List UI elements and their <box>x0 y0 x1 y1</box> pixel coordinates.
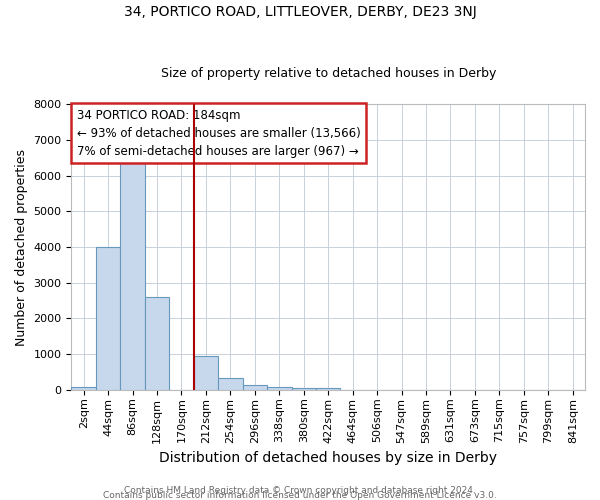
Bar <box>218 378 242 390</box>
Text: Contains public sector information licensed under the Open Government Licence v3: Contains public sector information licen… <box>103 491 497 500</box>
Bar <box>121 154 145 390</box>
Text: 34 PORTICO ROAD: 184sqm
← 93% of detached houses are smaller (13,566)
7% of semi: 34 PORTICO ROAD: 184sqm ← 93% of detache… <box>77 108 360 158</box>
Bar <box>292 388 316 390</box>
X-axis label: Distribution of detached houses by size in Derby: Distribution of detached houses by size … <box>159 451 497 465</box>
Bar <box>194 356 218 390</box>
Y-axis label: Number of detached properties: Number of detached properties <box>15 148 28 346</box>
Bar <box>267 387 292 390</box>
Bar <box>96 247 121 390</box>
Bar <box>316 388 340 390</box>
Bar <box>242 386 267 390</box>
Bar <box>71 387 96 390</box>
Title: Size of property relative to detached houses in Derby: Size of property relative to detached ho… <box>161 66 496 80</box>
Text: 34, PORTICO ROAD, LITTLEOVER, DERBY, DE23 3NJ: 34, PORTICO ROAD, LITTLEOVER, DERBY, DE2… <box>124 5 476 19</box>
Bar <box>145 297 169 390</box>
Text: Contains HM Land Registry data © Crown copyright and database right 2024.: Contains HM Land Registry data © Crown c… <box>124 486 476 495</box>
